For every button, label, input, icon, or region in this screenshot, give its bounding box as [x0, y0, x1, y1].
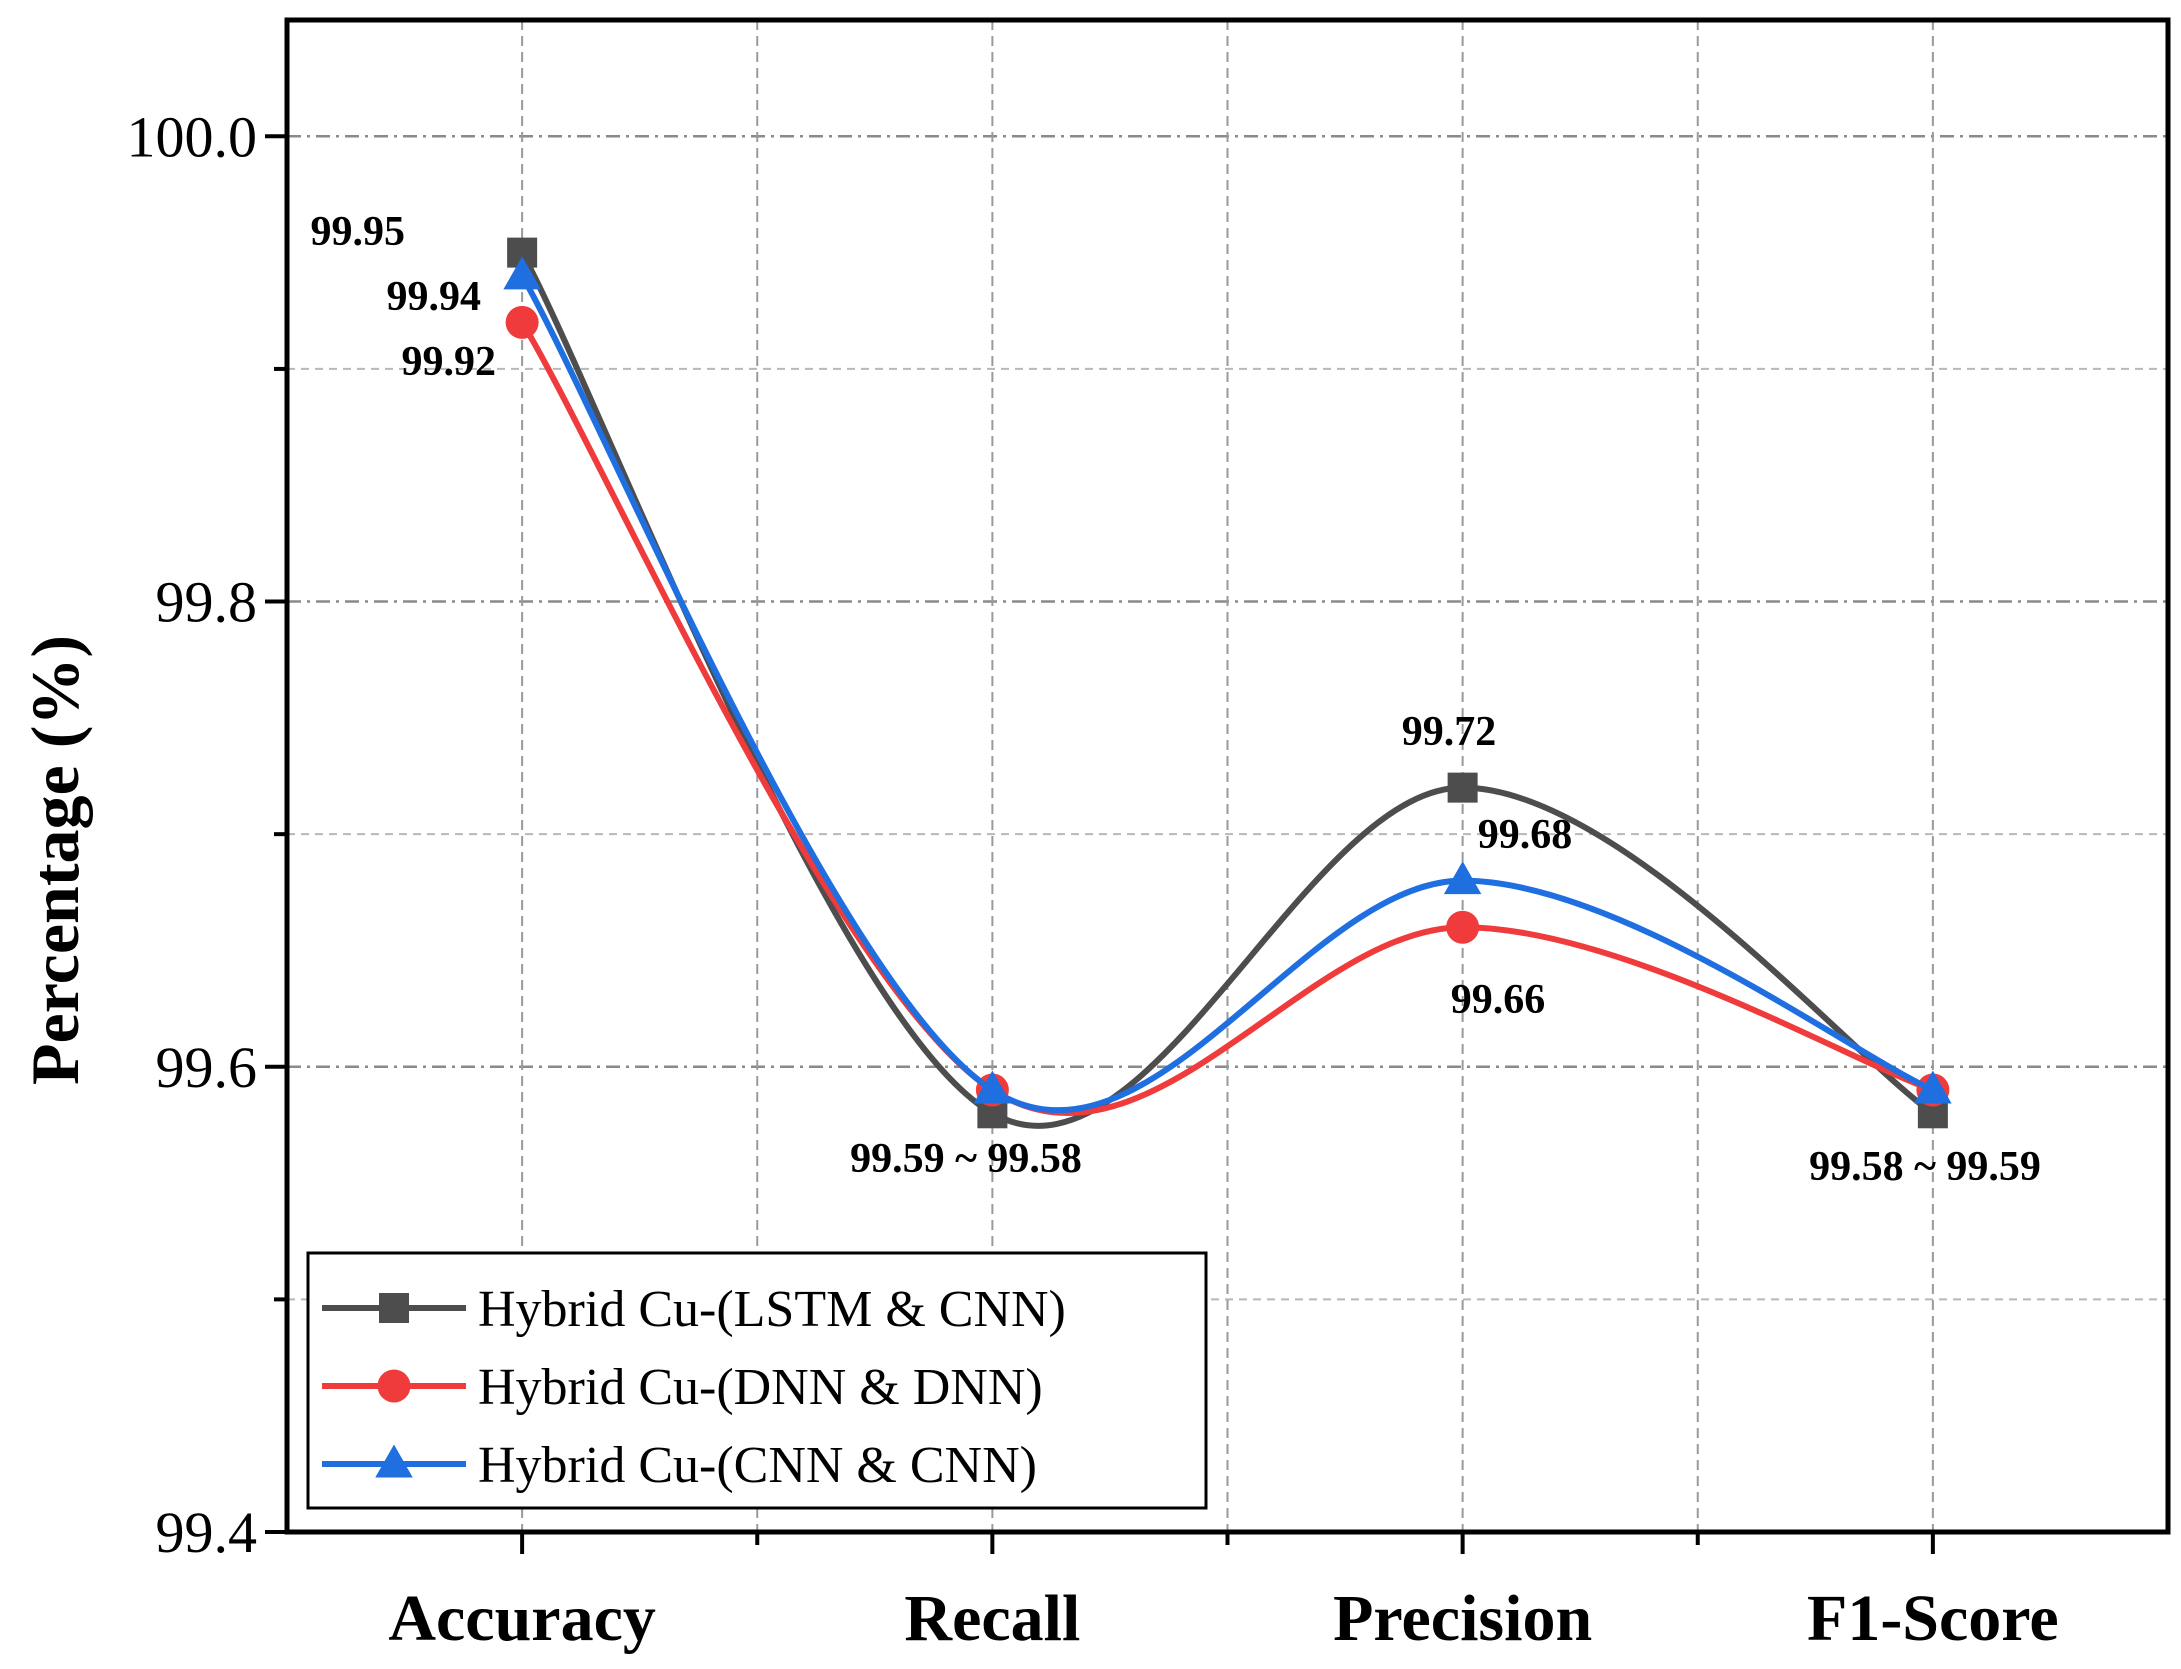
y-tick-label: 99.8 [156, 570, 258, 635]
data-label: 99.68 [1478, 812, 1573, 858]
marker-circle [505, 305, 539, 339]
data-label: 99.92 [402, 339, 497, 385]
y-tick-labels: 99.4 99.6 99.8 100.0 [127, 104, 258, 1565]
y-axis-title: Percentage (%) [17, 635, 93, 1085]
legend-label: Hybrid Cu-(LSTM & CNN) [478, 1281, 1066, 1338]
legend-item: Hybrid Cu-(LSTM & CNN) [322, 1281, 1066, 1338]
legend-label: Hybrid Cu-(CNN & CNN) [478, 1437, 1037, 1494]
marker-circle [1446, 910, 1480, 944]
marker-triangle [973, 1070, 1012, 1104]
series-group [503, 237, 1952, 1129]
marker-square [1447, 772, 1478, 803]
series-line [519, 274, 1935, 1114]
legend-item: Hybrid Cu-(DNN & DNN) [322, 1359, 1043, 1416]
series-line [519, 320, 1934, 1116]
marker-triangle [375, 1444, 413, 1478]
data-label: 99.95 [311, 209, 406, 255]
series-2 [503, 256, 1952, 1114]
marker-triangle [503, 256, 541, 290]
legend-item: Hybrid Cu-(CNN & CNN) [322, 1437, 1037, 1494]
y-tick-label: 99.4 [156, 1500, 258, 1565]
plot-frame [284, 17, 2171, 1535]
data-label: 99.66 [1451, 977, 1546, 1023]
x-tick-labels: Accuracy Recall Precision F1-Score [388, 1582, 2058, 1655]
legend-label: Hybrid Cu-(DNN & DNN) [478, 1359, 1043, 1416]
data-label: 99.72 [1402, 709, 1497, 755]
marker-triangle [1443, 861, 1482, 895]
x-tick-label: F1-Score [1807, 1582, 2059, 1655]
axes-frame [284, 17, 2171, 1535]
y-tick-label: 99.6 [156, 1035, 258, 1100]
marker-circle [377, 1369, 411, 1403]
x-tick-label: Accuracy [388, 1582, 656, 1655]
marker-square [379, 1293, 409, 1323]
data-label: 99.94 [387, 274, 482, 320]
x-tick-label: Precision [1333, 1582, 1592, 1655]
legend: Hybrid Cu-(LSTM & CNN) Hybrid Cu-(DNN & D… [306, 1251, 1208, 1510]
x-tick-label: Recall [904, 1582, 1080, 1655]
data-labels: 99.95 99.94 99.92 99.59 ~ 99.58 99.72 99.68 99… [311, 209, 2041, 1190]
y-tick-label: 100.0 [127, 104, 258, 169]
data-label: 99.58 ~ 99.59 [1809, 1144, 2041, 1190]
marker-triangle [1914, 1070, 1952, 1104]
data-label: 99.59 ~ 99.58 [850, 1136, 1082, 1182]
